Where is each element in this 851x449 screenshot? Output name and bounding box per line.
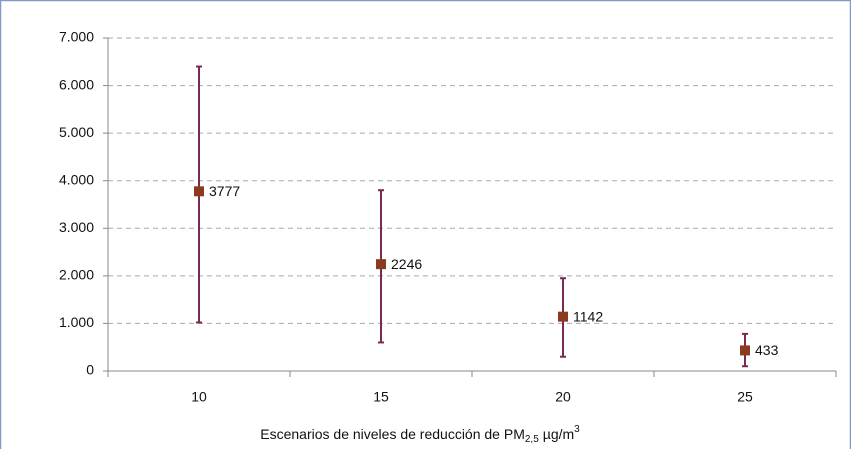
data-label: 1142 [573, 308, 603, 324]
point [740, 345, 750, 356]
x-tick-label: 25 [737, 389, 753, 405]
x-tick-label: 10 [191, 389, 207, 405]
x-axis-label: Escenarios de niveles de reducción de PM… [260, 424, 580, 445]
x-tick-label: 15 [373, 389, 389, 405]
y-tick-label: 7.000 [59, 29, 94, 45]
y-tick-label: 1.000 [59, 314, 94, 330]
x-label-sub: 2,5 [525, 434, 539, 445]
y-tick-label: 6.000 [59, 76, 94, 92]
x-label-text: Escenarios de niveles de reducción de PM [260, 426, 525, 442]
x-tick-label: 20 [555, 389, 571, 405]
point [558, 311, 568, 322]
y-tick-label: 2.000 [59, 267, 94, 283]
y-tick-label: 4.000 [59, 171, 94, 187]
y-tick-label: 5.000 [59, 124, 94, 140]
data-label: 3777 [209, 183, 240, 199]
data-label: 433 [755, 342, 779, 358]
point [194, 186, 204, 197]
x-label-sup: 3 [574, 424, 580, 435]
point [376, 259, 386, 270]
y-tick-label: 3.000 [59, 219, 94, 235]
y-tick-label: 0 [86, 362, 94, 378]
data-label: 2246 [391, 256, 422, 272]
x-label-unit: µg/m [543, 426, 574, 442]
